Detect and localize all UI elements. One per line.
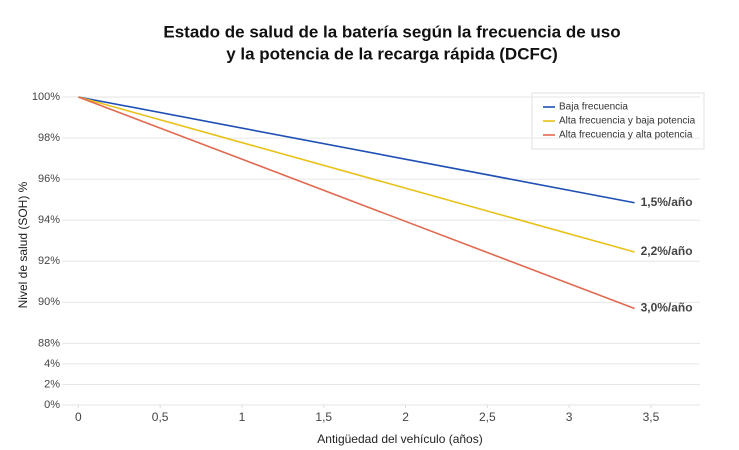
- line-annotation: 1,5%/año: [641, 195, 693, 209]
- x-tick-label: 1,5: [315, 410, 332, 424]
- x-axis-title: Antigüedad del vehículo (años): [317, 432, 482, 446]
- line-annotation: 3,0%/año: [641, 301, 693, 315]
- x-tick-label: 1: [239, 410, 246, 424]
- legend-box: [531, 92, 705, 150]
- y-tick-label: 0%: [44, 399, 60, 411]
- line: [78, 96, 635, 310]
- x-tick-label: 0: [75, 410, 82, 424]
- x-tick-label: 2,5: [479, 410, 496, 424]
- line: [78, 96, 635, 253]
- line: [78, 96, 635, 204]
- chart-title: Estado de salud de la batería según la f…: [163, 22, 620, 41]
- y-tick-label: 96%: [38, 173, 60, 185]
- x-tick-label: 3,5: [643, 410, 660, 424]
- legend-label: Alta frecuencia y baja potencia: [559, 116, 696, 127]
- y-tick-label: 98%: [38, 132, 60, 144]
- y-tick-label: 4%: [44, 358, 60, 370]
- y-tick-label: 90%: [38, 296, 60, 308]
- y-tick-label: 100%: [32, 91, 60, 103]
- y-tick-label: 88%: [38, 337, 60, 349]
- line-annotation: 2,2%/año: [641, 244, 693, 258]
- y-tick-label: 92%: [38, 255, 60, 267]
- legend-label: Alta frecuencia y alta potencia: [559, 130, 693, 141]
- x-tick-label: 2: [402, 410, 409, 424]
- y-tick-label: 2%: [44, 378, 60, 390]
- legend-label: Baja frecuencia: [559, 102, 628, 113]
- chart-title: y la potencia de la recarga rápida (DCFC…: [226, 44, 558, 63]
- x-tick-label: 3: [566, 410, 573, 424]
- y-axis-title: Nivel de salud (SOH) %: [16, 181, 30, 308]
- y-tick-label: 94%: [38, 214, 60, 226]
- x-tick-label: 0,5: [152, 410, 169, 424]
